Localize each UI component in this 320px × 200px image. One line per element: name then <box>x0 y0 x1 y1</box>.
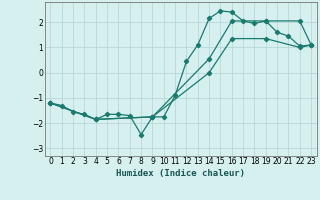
X-axis label: Humidex (Indice chaleur): Humidex (Indice chaleur) <box>116 169 245 178</box>
